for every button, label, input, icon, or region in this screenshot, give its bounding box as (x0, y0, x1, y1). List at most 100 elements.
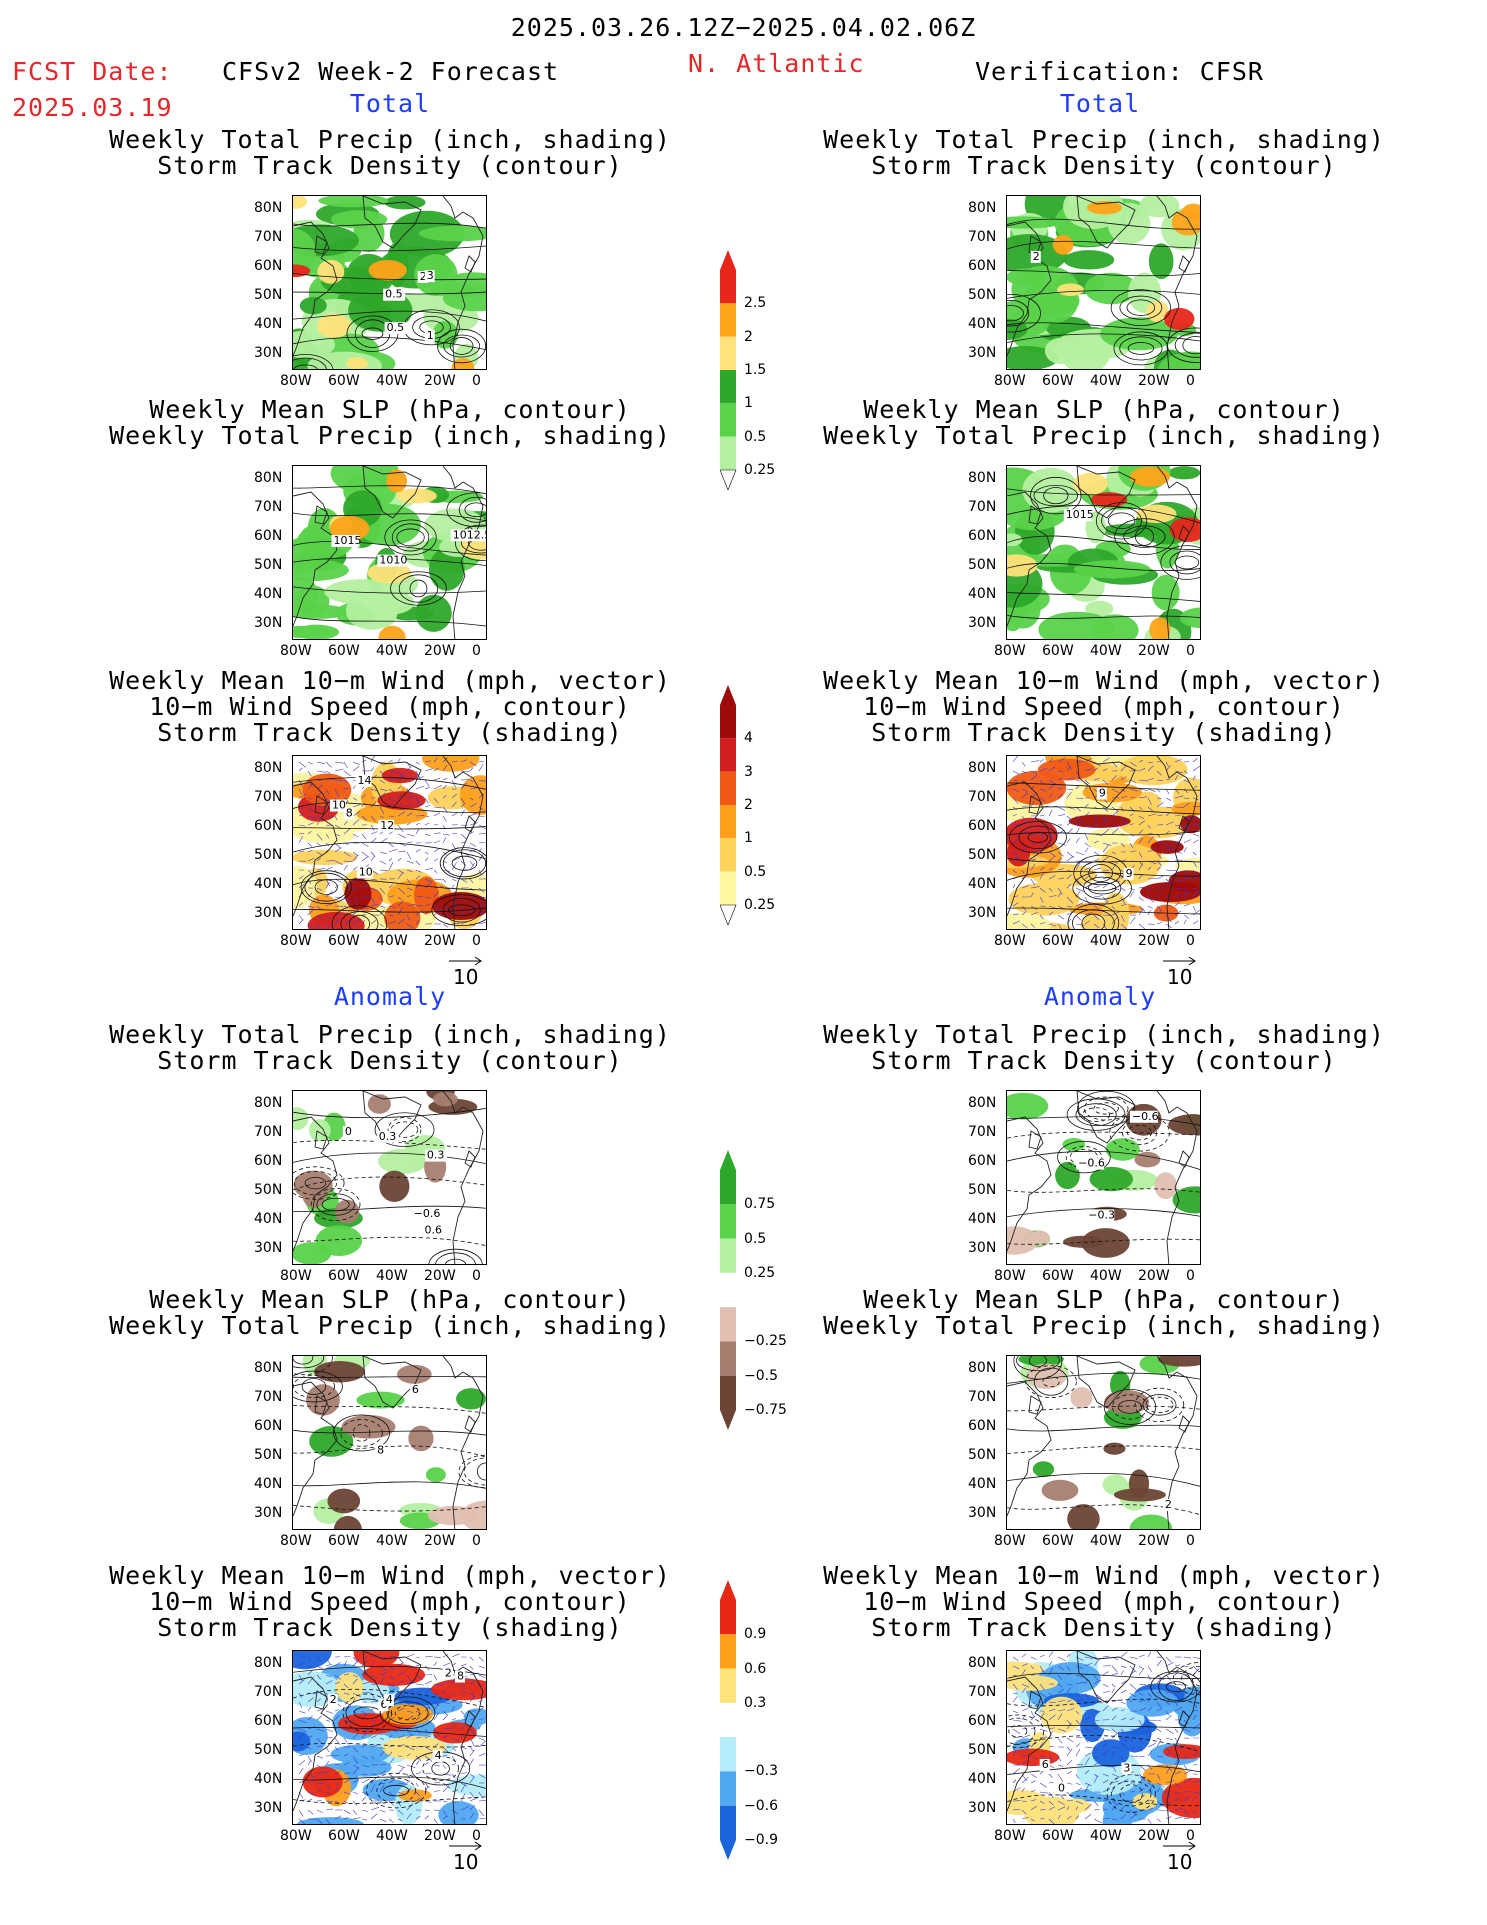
colorbar-label: 0.25 (744, 897, 776, 913)
lat-label: 50N (254, 1447, 283, 1463)
colorbar-label: −0.3 (744, 1763, 778, 1780)
lon-label: 0 (1186, 1828, 1195, 1844)
svg-text:0: 0 (1058, 1781, 1065, 1794)
lat-label: 50N (968, 1182, 997, 1198)
lat-label: 40N (968, 1771, 997, 1787)
lon-label: 40W (376, 1268, 408, 1284)
lon-label: 0 (472, 1828, 481, 1844)
lat-label: 50N (254, 1742, 283, 1758)
lat-label: 80N (968, 1095, 997, 1111)
panel-title-anom_wind-fcst-line1: Weekly Mean 10−m Wind (mph, vector) (109, 1561, 671, 1590)
reference-arrow-icon (449, 956, 482, 966)
colorbar-label: 2 (744, 797, 753, 813)
lat-label: 80N (968, 470, 997, 486)
lat-label: 70N (968, 229, 997, 245)
lat-label: 40N (254, 316, 283, 332)
panel-title-anom_slp-obs-line2: Weekly Total Precip (inch, shading) (823, 1311, 1385, 1340)
svg-text:−0.6: −0.6 (1132, 1110, 1159, 1123)
lat-label: 70N (968, 499, 997, 515)
lat-label: 80N (254, 1360, 283, 1376)
lon-label: 80W (280, 933, 312, 949)
lat-label: 60N (968, 1713, 997, 1729)
colorbar-label: −0.9 (744, 1832, 778, 1848)
lat-label: 40N (254, 876, 283, 892)
lat-label: 80N (254, 200, 283, 216)
contour-label: 14 (355, 774, 372, 787)
svg-text:0: 0 (345, 1125, 352, 1138)
contour-label: 4 (383, 1693, 394, 1707)
panel-title-anom_slp-fcst-line1: Weekly Mean SLP (hPa, contour) (149, 1285, 631, 1314)
svg-text:6: 6 (380, 1698, 387, 1711)
lon-label: 20W (1138, 1828, 1170, 1844)
region-title: N. Atlantic (688, 49, 865, 78)
lat-label: 60N (968, 1418, 997, 1434)
svg-text:1015: 1015 (333, 534, 361, 547)
map-anom_precip-fcst: 0.3 0.6 0.3 −0.6 0 (292, 1090, 487, 1265)
lat-label: 50N (968, 1742, 997, 1758)
colorbar-label: 0.25 (744, 462, 776, 478)
svg-text:8: 8 (377, 1443, 384, 1456)
lon-label: 0 (472, 1268, 481, 1284)
colorbar-label: 0.5 (744, 863, 767, 880)
lon-label: 40W (1090, 933, 1122, 949)
contour-label: 2 (327, 1693, 338, 1707)
colorbar-label: 0.3 (744, 1694, 767, 1711)
contour-label: 9 (1123, 867, 1134, 880)
contour-label: 6 (378, 1698, 389, 1712)
map-total_precip-fcst: 2 1 3 0.5 0.5 (292, 195, 487, 370)
lat-label: 70N (254, 1684, 283, 1700)
lat-label: 80N (968, 1360, 997, 1376)
lon-label: 60W (328, 933, 360, 949)
panel-title-anom_wind-obs-line2: 10−m Wind Speed (mph, contour) (863, 1587, 1345, 1616)
panel-title-anom_wind-fcst-line2: 10−m Wind Speed (mph, contour) (149, 1587, 631, 1616)
panel-title-total_slp-obs-line2: Weekly Total Precip (inch, shading) (823, 421, 1385, 450)
svg-text:10: 10 (359, 865, 373, 878)
section-label-total-right: Total (1059, 89, 1141, 118)
panel-title-anom_precip-obs-line1: Weekly Total Precip (inch, shading) (823, 1020, 1385, 1049)
lat-label: 60N (254, 1418, 283, 1434)
contour-label: 1012.5 (450, 528, 486, 542)
svg-text:4: 4 (435, 1749, 442, 1762)
lat-label: 80N (968, 760, 997, 776)
lon-label: 20W (1138, 1268, 1170, 1284)
contour-label: 0.3 (376, 1130, 399, 1143)
svg-text:9: 9 (1099, 786, 1106, 799)
lat-label: 60N (254, 1153, 283, 1169)
lat-label: 50N (968, 287, 997, 303)
panel-title-anom_precip-obs-line2: Storm Track Density (contour) (871, 1046, 1337, 1075)
lat-label: 50N (968, 847, 997, 863)
lat-label: 40N (254, 1476, 283, 1492)
contour-label: 0.3 (424, 1149, 447, 1162)
panel-title-total_slp-fcst-line2: Weekly Total Precip (inch, shading) (109, 421, 671, 450)
lat-label: 80N (254, 760, 283, 776)
colorbar-label: 1 (744, 830, 753, 847)
lon-label: 40W (1090, 1828, 1122, 1844)
map-total_wind-fcst: 8 10 12 14 10 (292, 755, 487, 930)
svg-text:2: 2 (330, 1693, 337, 1706)
reference-vector-label: 10 (1167, 965, 1193, 989)
contour-label: 8 (343, 807, 354, 820)
lat-label: 50N (254, 1182, 283, 1198)
lat-label: 30N (254, 1505, 283, 1521)
colorbar-label: 0.9 (744, 1626, 767, 1643)
lon-label: 80W (280, 1828, 312, 1844)
map-total_slp-fcst: 1012.5 1010 1015 (292, 465, 487, 640)
svg-text:9: 9 (1126, 867, 1133, 880)
lon-label: 80W (280, 373, 312, 389)
lat-label: 40N (968, 586, 997, 602)
svg-text:0.3: 0.3 (427, 1149, 445, 1162)
colorbar-label: 0.5 (744, 428, 767, 445)
lat-label: 30N (968, 345, 997, 361)
lon-label: 60W (1042, 1533, 1074, 1549)
lon-label: 40W (376, 643, 408, 659)
lat-label: 70N (254, 789, 283, 805)
contour-label: −0.6 (1129, 1110, 1159, 1123)
lat-label: 70N (968, 789, 997, 805)
lat-label: 70N (254, 1124, 283, 1140)
contour-label: 8 (455, 1669, 466, 1683)
lon-label: 20W (424, 1828, 456, 1844)
lon-label: 20W (1138, 1533, 1170, 1549)
lat-label: 70N (968, 1389, 997, 1405)
lat-label: 70N (254, 229, 283, 245)
